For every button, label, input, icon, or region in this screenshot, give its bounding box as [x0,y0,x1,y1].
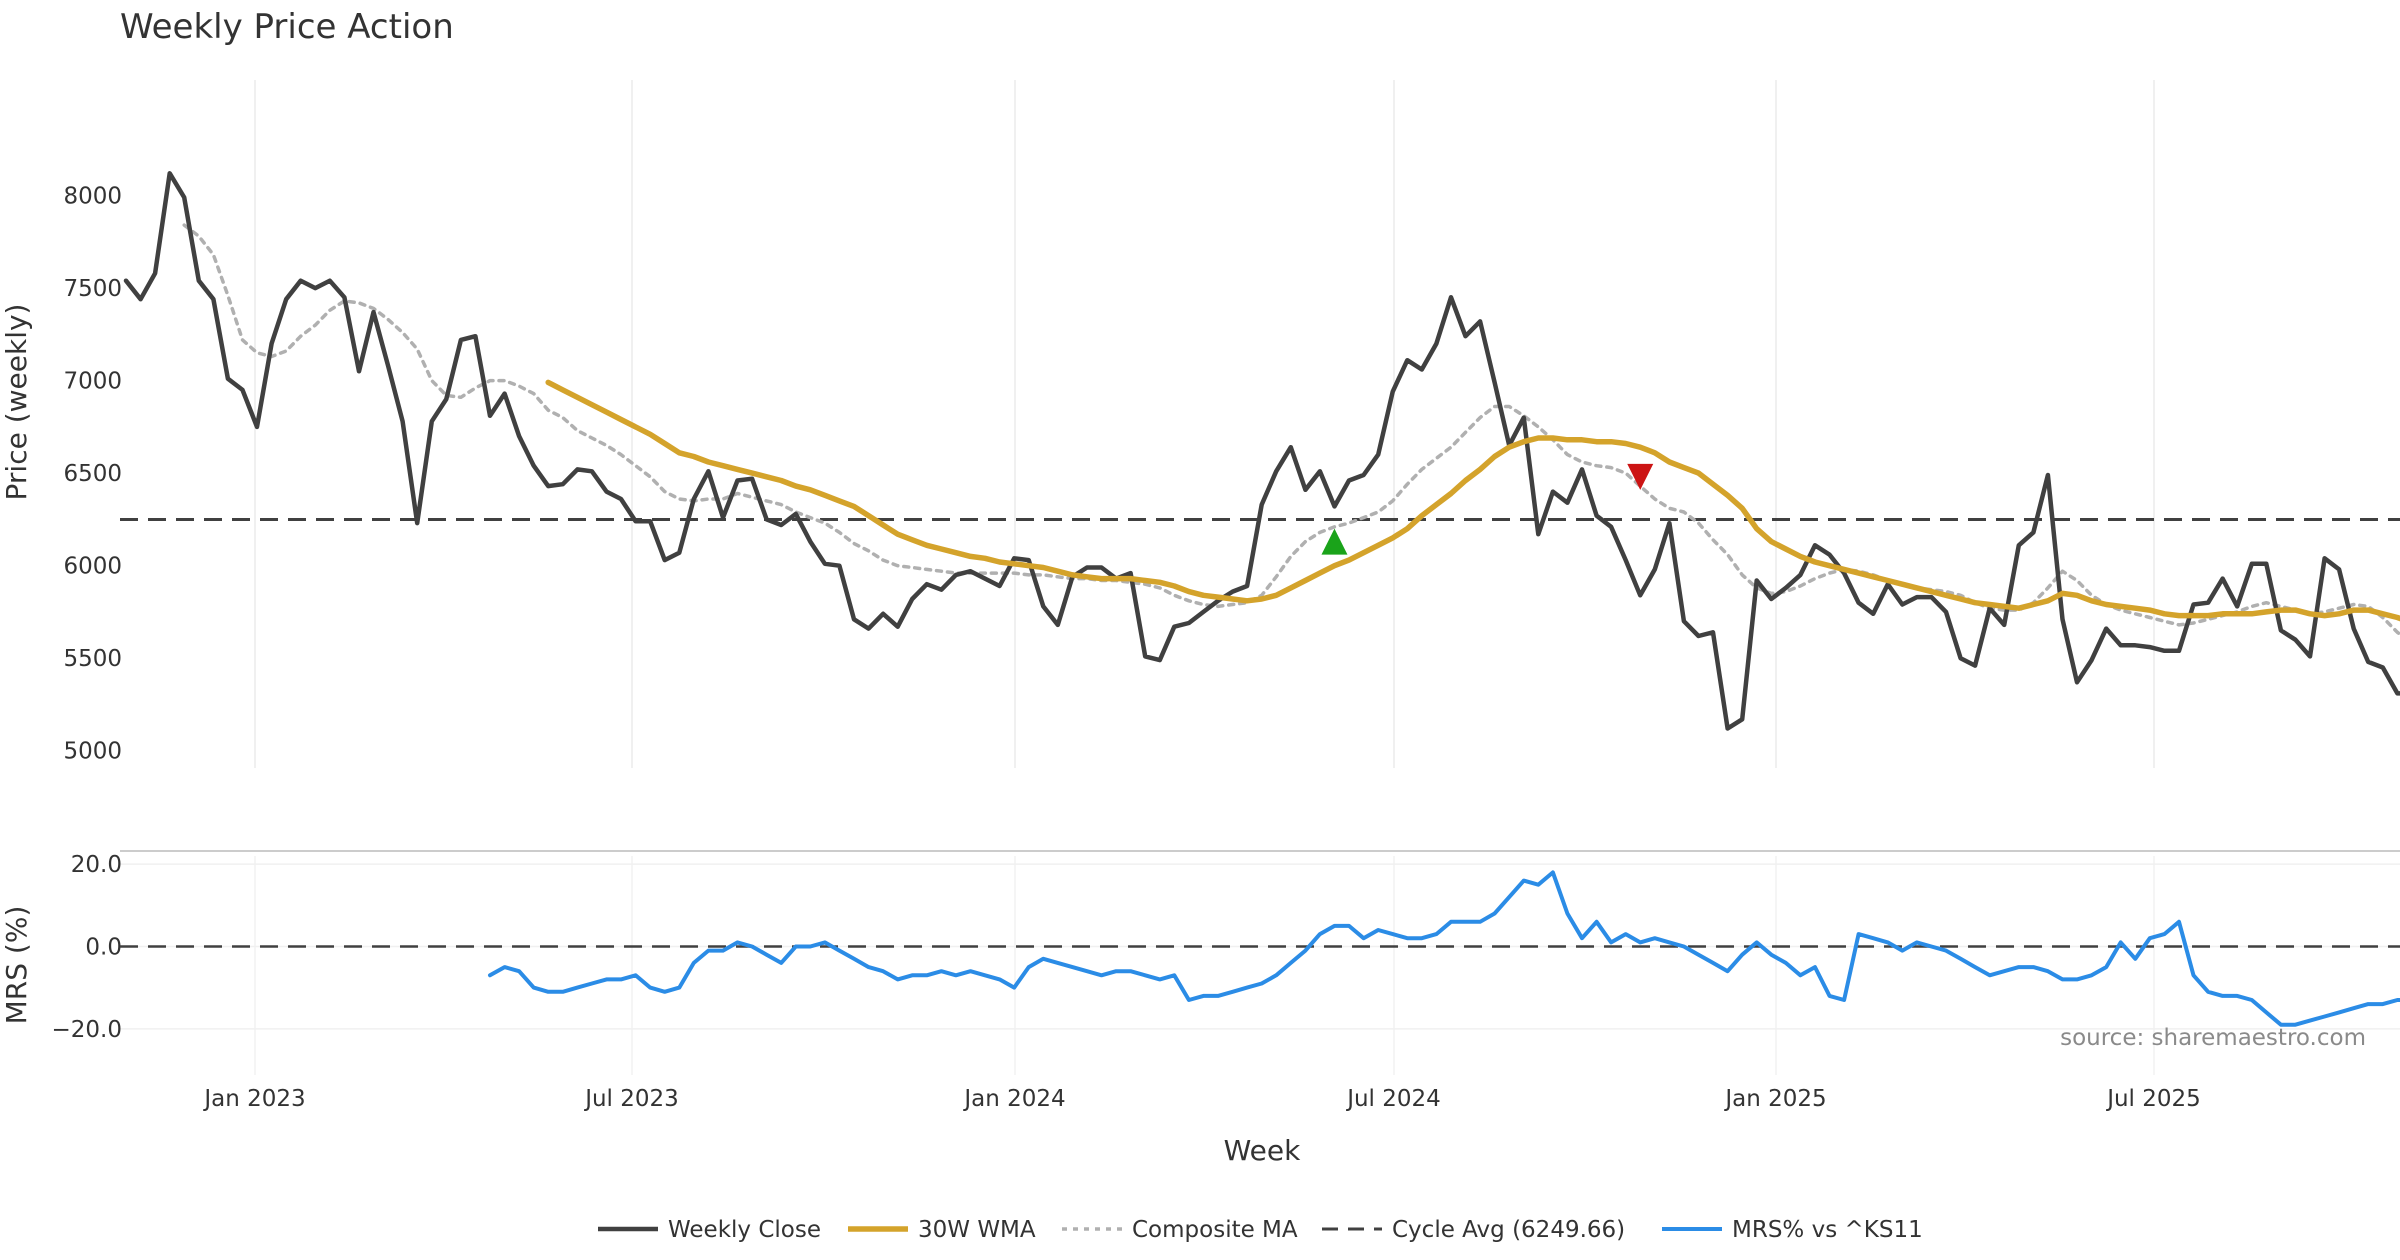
chart-title: Weekly Price Action [120,7,454,47]
x-tick-jan-2023: Jan 2023 [202,1086,305,1112]
price-y-tick-7000: 7000 [63,369,122,395]
legend-item-composite-ma: Composite MA [1062,1217,1298,1243]
price-y-tick-8000: 8000 [63,184,122,210]
x-tick-jul-2023: Jul 2023 [583,1086,679,1112]
x-axis-label: Week [1224,1134,1301,1167]
x-tick-jul-2025: Jul 2025 [2105,1086,2201,1112]
mrs-y-tick-0-0: 0.0 [85,934,122,960]
price-y-axis-label: Price (weekly) [0,304,33,501]
legend-label-cycle-avg-6249-66: Cycle Avg (6249.66) [1392,1217,1625,1243]
mrs-y-tick-20-0: 20.0 [71,852,122,878]
legend-label-weekly-close: Weekly Close [668,1217,821,1243]
price-y-tick-5000: 5000 [63,739,122,765]
legend-label-30w-wma: 30W WMA [918,1217,1036,1243]
price-y-tick-6500: 6500 [63,461,122,487]
series-composite-ma [182,223,2400,637]
x-tick-jan-2025: Jan 2025 [1723,1086,1826,1112]
x-tick-jul-2024: Jul 2024 [1345,1086,1441,1112]
legend-item-cycle-avg-6249-66: Cycle Avg (6249.66) [1322,1217,1625,1243]
price-y-tick-5500: 5500 [63,646,122,672]
price-y-tick-6000: 6000 [63,554,122,580]
series-weekly-close [123,171,2400,731]
price-y-axis: 5000 5500 6000 6500 7000 7500 8000 [63,184,122,765]
series-layer [120,171,2400,1027]
signal-markers [1321,463,1654,555]
sell-signal-marker [1627,463,1654,490]
x-tick-jan-2024: Jan 2024 [962,1086,1065,1112]
mrs-y-axis: 20.0 0.0 −20.0 [52,852,122,1043]
legend-item-30w-wma: 30W WMA [848,1217,1036,1243]
price-y-tick-7500: 7500 [63,276,122,302]
legend: Weekly Close 30W WMA Composite MA Cycle Avg… [598,1217,1923,1243]
legend-item-weekly-close: Weekly Close [598,1217,821,1243]
source-note: source: sharemaestro.com [2060,1025,2366,1051]
legend-item-mrs-vs-ks11: MRS% vs ^KS11 [1662,1217,1923,1243]
x-axis: Jan 2023 Jul 2023 Jan 2024 Jul 2024 Jan 2025… [202,1086,2200,1112]
legend-label-composite-ma: Composite MA [1132,1217,1298,1243]
buy-signal-marker [1321,528,1348,555]
mrs-y-axis-label: MRS (%) [0,906,33,1025]
series-30w-wma [545,379,2400,622]
mrs-y-tick-20-0: −20.0 [52,1017,122,1043]
series-mrs [488,870,2400,1027]
legend-label-mrs-vs-ks11: MRS% vs ^KS11 [1732,1217,1923,1243]
